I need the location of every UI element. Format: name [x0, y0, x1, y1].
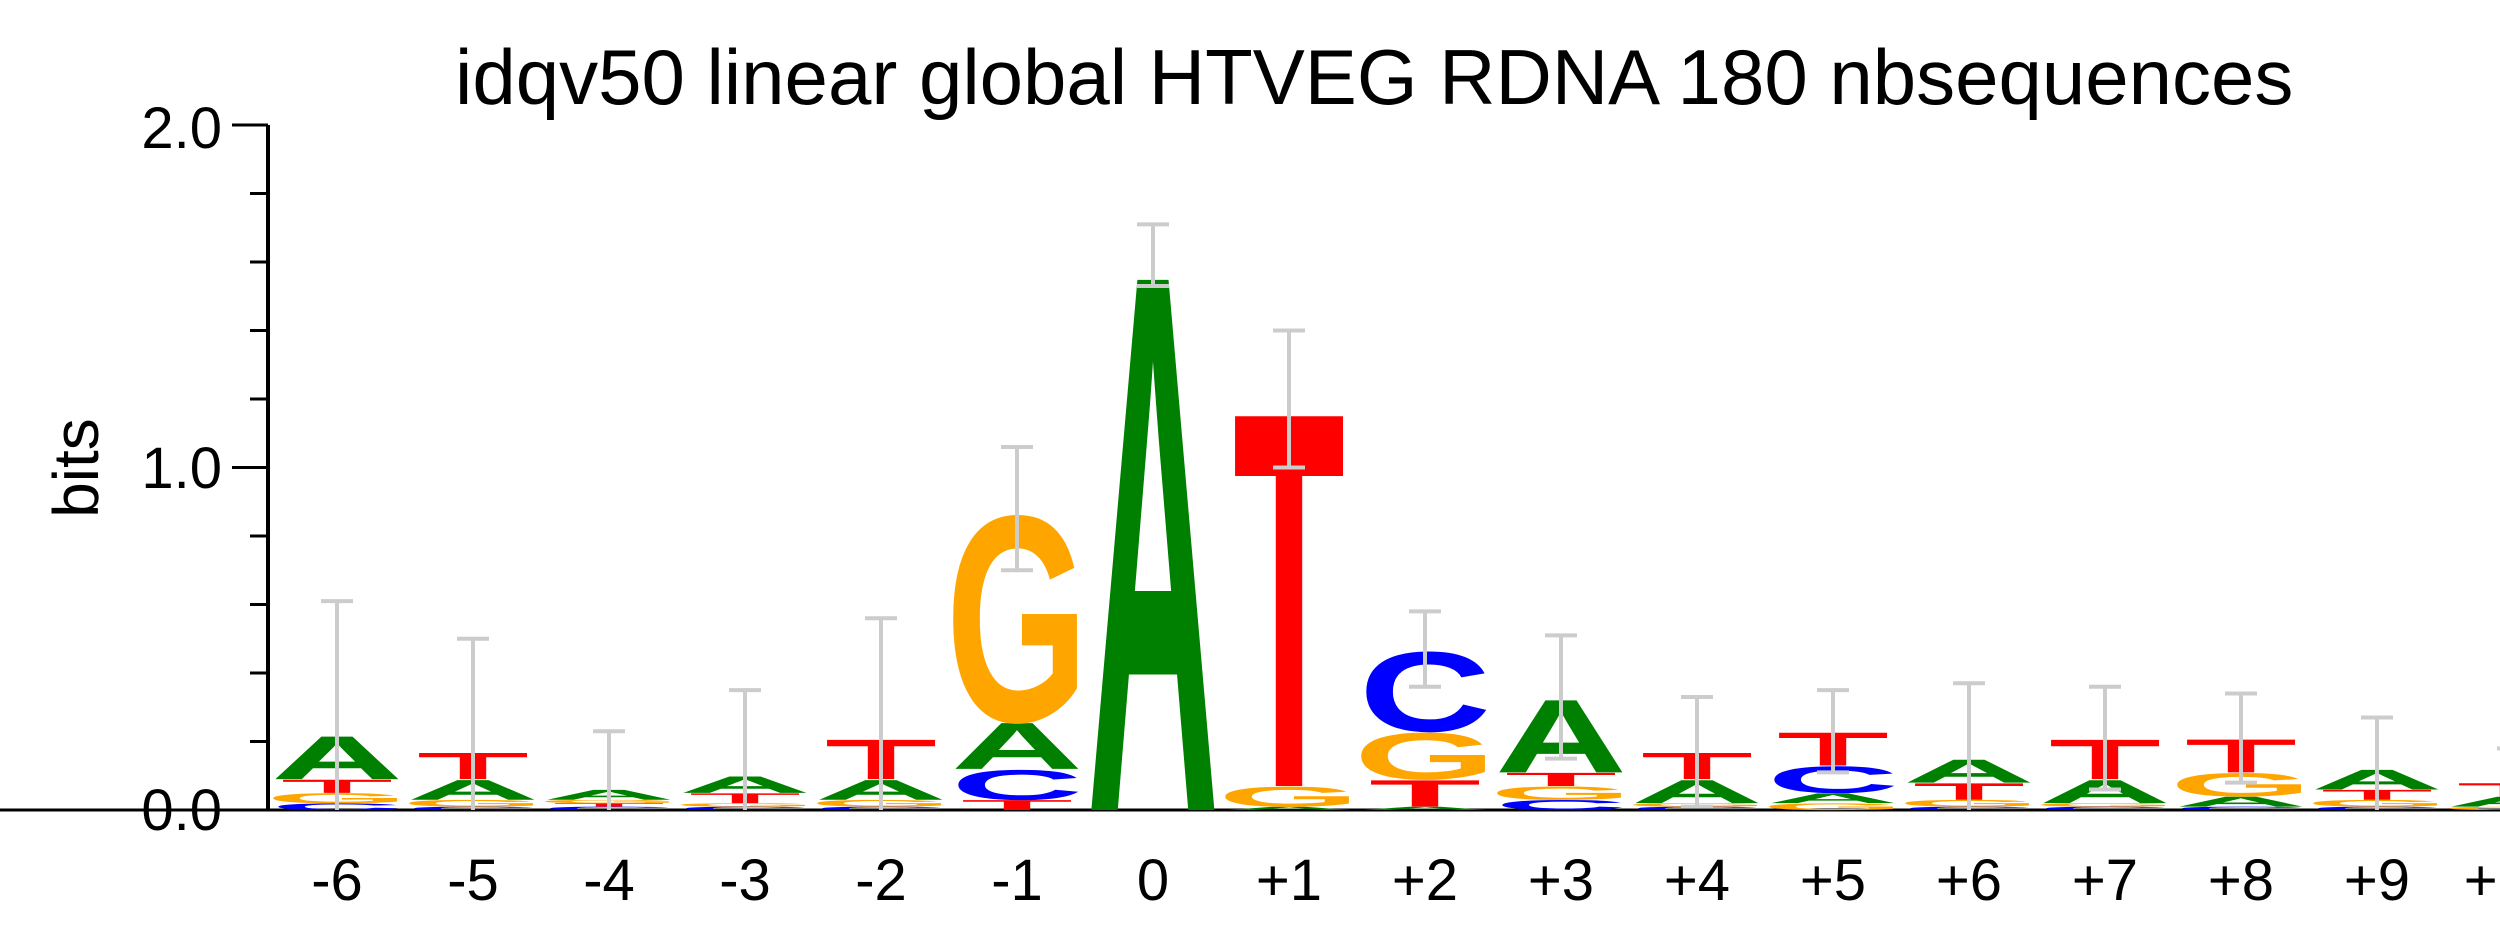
x-tick-label: -3	[719, 848, 771, 913]
x-tick-label: +2	[1392, 848, 1458, 913]
logo-letter-a: A	[1223, 806, 1355, 811]
x-tick-label: +3	[1528, 848, 1594, 913]
x-tick-label: -6	[311, 848, 363, 913]
x-tick-label: +4	[1664, 848, 1730, 913]
logo-letter-t: T	[961, 797, 1073, 813]
y-tick-label-1: 1.0	[141, 436, 222, 501]
y-tick-label-2: 2.0	[141, 96, 222, 161]
x-tick-label: -4	[583, 848, 635, 913]
x-tick-label: +7	[2072, 848, 2138, 913]
x-tick-label: -5	[447, 848, 499, 913]
x-tick-label: +9	[2344, 848, 2410, 913]
logo-letter-g: G	[1218, 781, 1361, 813]
logo-letter-a: A	[1767, 790, 1899, 806]
x-tick-label: +8	[2208, 848, 2274, 913]
error-bars	[321, 222, 2500, 810]
x-tick-label: +5	[1800, 848, 1866, 913]
logo-letter-t: T	[2457, 779, 2500, 800]
logo-letter-a: A	[1359, 806, 1491, 811]
x-tick-labels: -6 -5 -4 -3 -2 -1 0 +1 +2 +3 +4 +5 +6 +7 +8 +9 +10	[311, 848, 2500, 913]
y-axis-label: bits	[40, 418, 112, 518]
x-tick-label: 0	[1137, 848, 1169, 913]
y-minor-ticks	[232, 123, 268, 812]
logo-letters: CGTACGATCTGACGTACGATTCAGAAGTATGCCGTACGAT…	[266, 112, 2500, 932]
chart-title: idqv50 linear global HTVEG RDNA 180 nbse…	[455, 33, 2293, 121]
logo-letter-c: C	[2175, 806, 2307, 811]
logo-letter-g: G	[1762, 801, 1905, 812]
logo-letter-a: A	[951, 709, 1083, 783]
x-tick-label: +6	[1936, 848, 2002, 913]
x-tick-label: -2	[855, 848, 907, 913]
x-tick-label: +10	[2464, 848, 2500, 913]
logo-letter-g: G	[2442, 806, 2500, 811]
logo-letter-c: C	[1495, 797, 1627, 813]
y-axis: 2.0 1.0 0.0	[141, 96, 270, 843]
logo-letter-c: C	[2039, 806, 2171, 811]
logo-letter-t: T	[1505, 769, 1617, 790]
logo-letter-c: C	[951, 761, 1083, 809]
logo-letter-g: G	[1490, 782, 1633, 803]
logo-letter-g: G	[1354, 719, 1497, 793]
logo-letter-t: T	[1369, 772, 1481, 815]
x-tick-label: +1	[1256, 848, 1322, 913]
x-tick-label: -1	[991, 848, 1043, 913]
logo-letter-g: G	[2034, 802, 2177, 807]
logo-letter-a: A	[2175, 794, 2307, 810]
logo-letter-a: A	[2447, 794, 2500, 810]
